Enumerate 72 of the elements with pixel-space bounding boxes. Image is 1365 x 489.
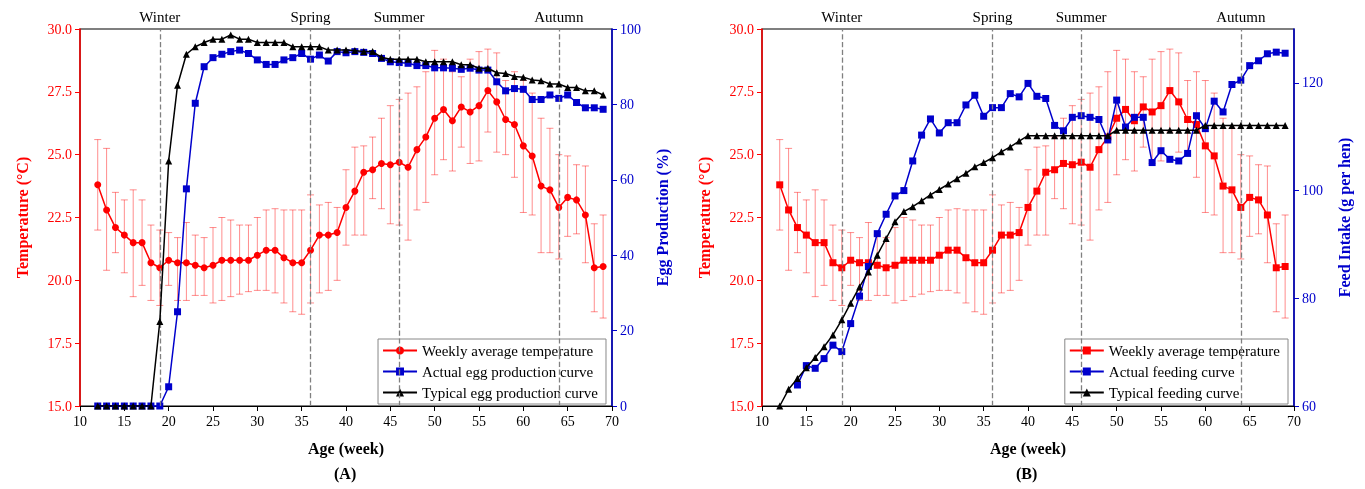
- y-tick-label: 20.0: [729, 272, 754, 288]
- y-tick-label: 17.5: [729, 335, 754, 351]
- legend-label: Typical egg production curve: [422, 384, 599, 401]
- x-tick-label: 70: [1287, 413, 1301, 429]
- x-tick-label: 15: [117, 413, 132, 429]
- legend-label: Actual feeding curve: [1108, 363, 1235, 380]
- legend-label: Weekly average temperature: [1108, 342, 1281, 359]
- x-tick-label: 30: [250, 413, 265, 429]
- y2-tick-label: 80: [1302, 290, 1316, 306]
- x-tick-label: 45: [1065, 413, 1080, 429]
- y2-tick-label: 40: [620, 247, 634, 263]
- x-axis-title: Age (week): [308, 439, 384, 458]
- y-tick-label: 15.0: [47, 398, 72, 414]
- y2-axis-title: Feed Intake (g per hen): [1335, 137, 1354, 298]
- ref-line-label: Summer: [373, 8, 425, 25]
- y2-tick-label: 120: [1302, 75, 1323, 91]
- y-tick-label: 22.5: [47, 210, 72, 225]
- x-tick-label: 60: [1198, 413, 1213, 429]
- x-tick-label: 10: [73, 413, 87, 429]
- y-tick-label: 25.0: [729, 147, 754, 163]
- x-tick-label: 45: [383, 413, 398, 429]
- x-tick-label: 55: [472, 413, 486, 429]
- x-tick-label: 50: [1109, 413, 1124, 429]
- x-tick-label: 25: [888, 413, 902, 429]
- y2-tick-label: 60: [1302, 398, 1316, 414]
- x-tick-label: 30: [932, 413, 947, 429]
- x-tick-label: 10: [755, 413, 769, 429]
- x-tick-label: 40: [1021, 413, 1035, 429]
- x-tick-label: 65: [1242, 413, 1257, 429]
- text: (B): [1016, 464, 1038, 483]
- legend-label: Typical feeding curve: [1108, 384, 1240, 401]
- y2-axis-title: Egg Production (%): [653, 148, 672, 287]
- ref-line-label: Autumn: [1216, 8, 1266, 25]
- y-tick-label: 27.5: [729, 84, 754, 100]
- x-tick-label: 50: [427, 413, 442, 429]
- x-tick-label: 35: [976, 413, 991, 429]
- x-tick-label: 55: [1154, 413, 1168, 429]
- x-tick-label: 60: [516, 413, 531, 429]
- ref-line-label: Spring: [290, 8, 332, 25]
- y2-tick-label: 80: [620, 96, 634, 112]
- x-tick-label: 35: [294, 413, 309, 429]
- legend-label: Weekly average temperature: [422, 342, 594, 359]
- y-tick-label: 27.5: [47, 84, 72, 100]
- ref-line-label: Spring: [972, 8, 1014, 25]
- y2-tick-label: 20: [620, 323, 634, 339]
- y2-tick-label: 60: [620, 172, 634, 188]
- x-tick-label: 15: [799, 413, 814, 429]
- x-tick-label: 65: [560, 413, 575, 429]
- legend-label: Actual egg production curve: [422, 363, 594, 380]
- ref-line-label: Winter: [821, 8, 863, 25]
- y2-tick-label: 0: [620, 398, 627, 414]
- x-tick-label: 20: [843, 413, 858, 429]
- x-axis-title: Age (week): [990, 439, 1066, 458]
- y2-tick-label: 100: [1302, 183, 1323, 199]
- ref-line-label: Summer: [1055, 8, 1107, 25]
- y-axis-title: Temperature (°C): [13, 156, 32, 279]
- y-tick-label: 15.0: [729, 398, 754, 414]
- x-tick-label: 70: [605, 413, 619, 429]
- ref-line-label: Winter: [139, 8, 181, 25]
- y2-tick-label: 100: [620, 21, 641, 37]
- y-axis-title: Temperature (°C): [695, 156, 714, 279]
- y-tick-label: 25.0: [47, 147, 72, 163]
- y-tick-label: 30.0: [729, 21, 754, 37]
- ref-line-label: Autumn: [534, 8, 584, 25]
- y-tick-label: 30.0: [47, 21, 72, 37]
- x-tick-label: 25: [206, 413, 220, 429]
- text: (A): [334, 464, 357, 483]
- y-tick-label: 17.5: [47, 335, 72, 351]
- x-tick-label: 20: [161, 413, 176, 429]
- x-tick-label: 40: [339, 413, 353, 429]
- y-tick-label: 20.0: [47, 272, 72, 288]
- y-tick-label: 22.5: [729, 210, 754, 225]
